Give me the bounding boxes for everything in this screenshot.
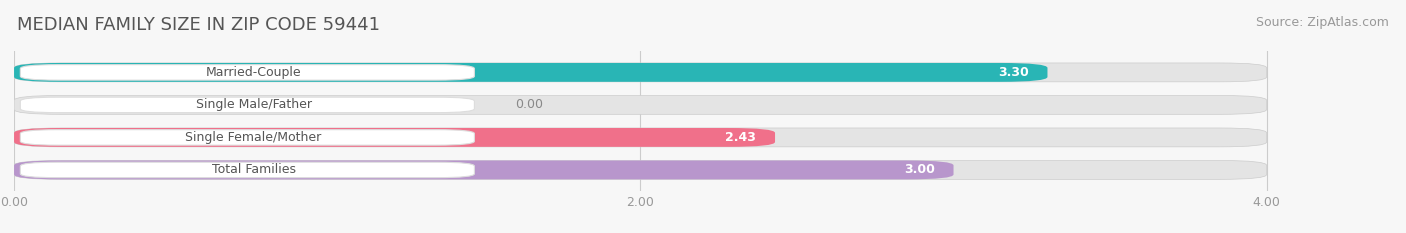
FancyBboxPatch shape — [20, 162, 474, 178]
FancyBboxPatch shape — [14, 96, 1267, 114]
FancyBboxPatch shape — [14, 161, 953, 179]
Text: 3.00: 3.00 — [904, 163, 935, 176]
Text: Single Female/Mother: Single Female/Mother — [186, 131, 322, 144]
FancyBboxPatch shape — [14, 63, 1047, 82]
FancyBboxPatch shape — [20, 97, 474, 113]
Text: 3.30: 3.30 — [998, 66, 1029, 79]
Text: Total Families: Total Families — [212, 163, 295, 176]
Text: MEDIAN FAMILY SIZE IN ZIP CODE 59441: MEDIAN FAMILY SIZE IN ZIP CODE 59441 — [17, 16, 380, 34]
Text: Single Male/Father: Single Male/Father — [195, 98, 312, 111]
Text: 2.43: 2.43 — [725, 131, 756, 144]
Text: Source: ZipAtlas.com: Source: ZipAtlas.com — [1256, 16, 1389, 29]
FancyBboxPatch shape — [14, 128, 1267, 147]
Text: Married-Couple: Married-Couple — [205, 66, 301, 79]
FancyBboxPatch shape — [14, 63, 1267, 82]
FancyBboxPatch shape — [20, 130, 474, 145]
Text: 0.00: 0.00 — [515, 98, 543, 111]
FancyBboxPatch shape — [20, 65, 474, 80]
FancyBboxPatch shape — [14, 161, 1267, 179]
FancyBboxPatch shape — [14, 128, 775, 147]
